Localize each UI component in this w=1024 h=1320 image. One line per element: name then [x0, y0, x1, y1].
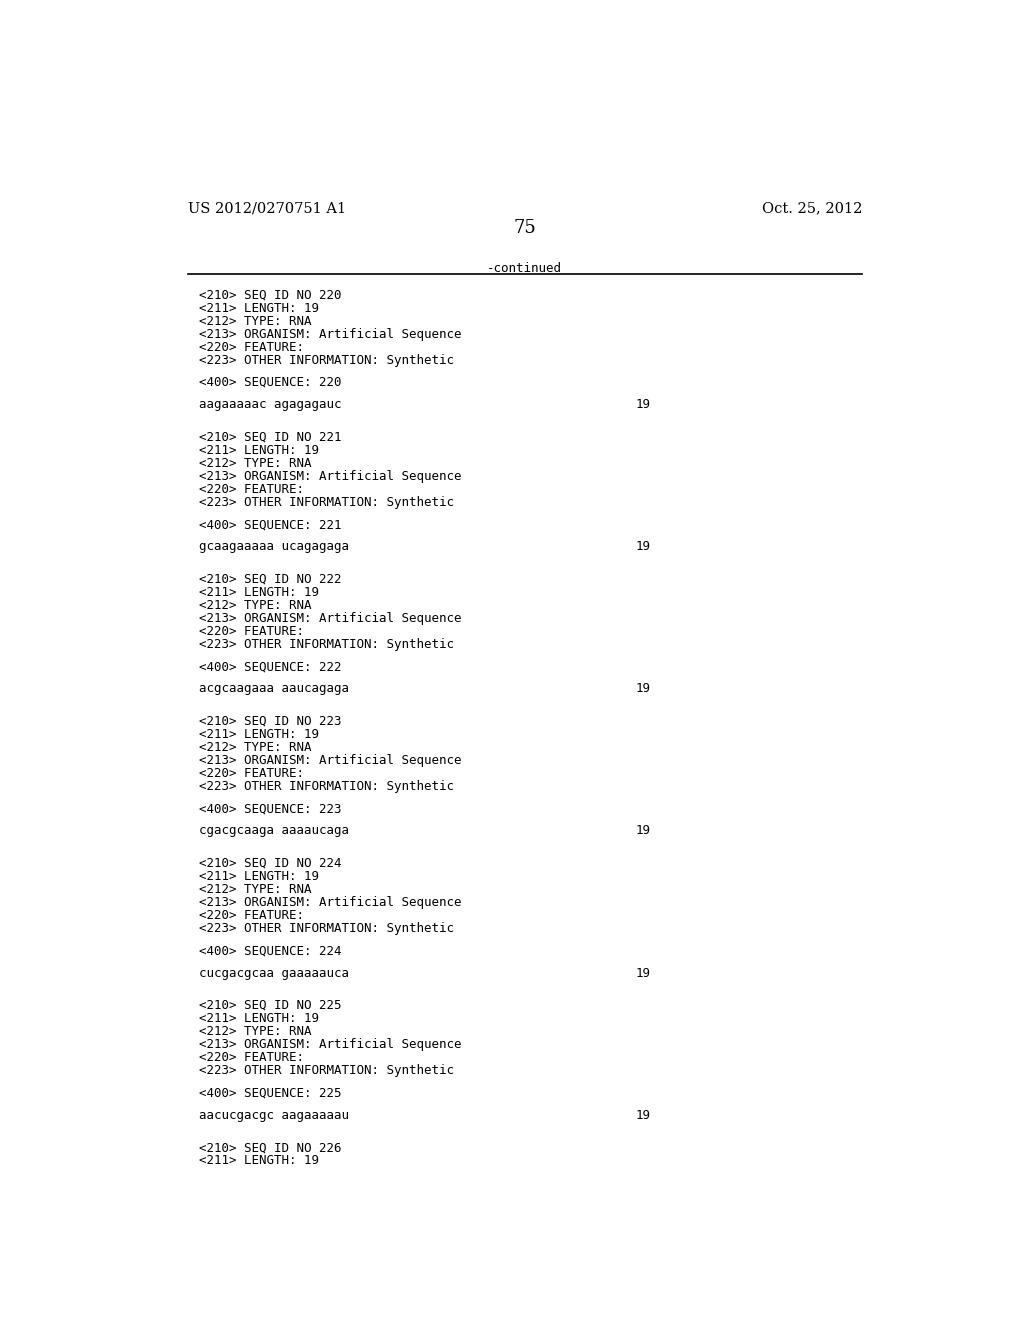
Text: aacucgacgc aagaaaaau: aacucgacgc aagaaaaau — [200, 1109, 349, 1122]
Text: <223> OTHER INFORMATION: Synthetic: <223> OTHER INFORMATION: Synthetic — [200, 354, 455, 367]
Text: aagaaaaac agagagauc: aagaaaaac agagagauc — [200, 399, 342, 412]
Text: -continued: -continued — [487, 263, 562, 275]
Text: <220> FEATURE:: <220> FEATURE: — [200, 483, 304, 496]
Text: 19: 19 — [636, 682, 651, 696]
Text: <212> TYPE: RNA: <212> TYPE: RNA — [200, 883, 312, 896]
Text: <213> ORGANISM: Artificial Sequence: <213> ORGANISM: Artificial Sequence — [200, 896, 462, 909]
Text: <210> SEQ ID NO 224: <210> SEQ ID NO 224 — [200, 857, 342, 870]
Text: 19: 19 — [636, 1109, 651, 1122]
Text: <400> SEQUENCE: 223: <400> SEQUENCE: 223 — [200, 803, 342, 816]
Text: <213> ORGANISM: Artificial Sequence: <213> ORGANISM: Artificial Sequence — [200, 754, 462, 767]
Text: <212> TYPE: RNA: <212> TYPE: RNA — [200, 599, 312, 611]
Text: <220> FEATURE:: <220> FEATURE: — [200, 341, 304, 354]
Text: <213> ORGANISM: Artificial Sequence: <213> ORGANISM: Artificial Sequence — [200, 470, 462, 483]
Text: 75: 75 — [513, 219, 537, 238]
Text: <210> SEQ ID NO 226: <210> SEQ ID NO 226 — [200, 1140, 342, 1154]
Text: Oct. 25, 2012: Oct. 25, 2012 — [762, 201, 862, 215]
Text: <212> TYPE: RNA: <212> TYPE: RNA — [200, 314, 312, 327]
Text: <212> TYPE: RNA: <212> TYPE: RNA — [200, 741, 312, 754]
Text: <220> FEATURE:: <220> FEATURE: — [200, 624, 304, 638]
Text: 19: 19 — [636, 399, 651, 412]
Text: <210> SEQ ID NO 220: <210> SEQ ID NO 220 — [200, 289, 342, 301]
Text: <400> SEQUENCE: 224: <400> SEQUENCE: 224 — [200, 944, 342, 957]
Text: US 2012/0270751 A1: US 2012/0270751 A1 — [187, 201, 346, 215]
Text: <210> SEQ ID NO 223: <210> SEQ ID NO 223 — [200, 714, 342, 727]
Text: <400> SEQUENCE: 225: <400> SEQUENCE: 225 — [200, 1086, 342, 1100]
Text: <223> OTHER INFORMATION: Synthetic: <223> OTHER INFORMATION: Synthetic — [200, 1064, 455, 1077]
Text: acgcaagaaa aaucagaga: acgcaagaaa aaucagaga — [200, 682, 349, 696]
Text: <213> ORGANISM: Artificial Sequence: <213> ORGANISM: Artificial Sequence — [200, 1038, 462, 1051]
Text: <210> SEQ ID NO 221: <210> SEQ ID NO 221 — [200, 430, 342, 444]
Text: <212> TYPE: RNA: <212> TYPE: RNA — [200, 457, 312, 470]
Text: 19: 19 — [636, 825, 651, 837]
Text: cgacgcaaga aaaaucaga: cgacgcaaga aaaaucaga — [200, 825, 349, 837]
Text: <211> LENGTH: 19: <211> LENGTH: 19 — [200, 444, 319, 457]
Text: <211> LENGTH: 19: <211> LENGTH: 19 — [200, 1154, 319, 1167]
Text: <211> LENGTH: 19: <211> LENGTH: 19 — [200, 586, 319, 599]
Text: 19: 19 — [636, 540, 651, 553]
Text: <212> TYPE: RNA: <212> TYPE: RNA — [200, 1026, 312, 1038]
Text: <210> SEQ ID NO 222: <210> SEQ ID NO 222 — [200, 573, 342, 586]
Text: <213> ORGANISM: Artificial Sequence: <213> ORGANISM: Artificial Sequence — [200, 327, 462, 341]
Text: <223> OTHER INFORMATION: Synthetic: <223> OTHER INFORMATION: Synthetic — [200, 923, 455, 935]
Text: <400> SEQUENCE: 220: <400> SEQUENCE: 220 — [200, 376, 342, 389]
Text: <220> FEATURE:: <220> FEATURE: — [200, 909, 304, 923]
Text: <220> FEATURE:: <220> FEATURE: — [200, 767, 304, 780]
Text: <211> LENGTH: 19: <211> LENGTH: 19 — [200, 870, 319, 883]
Text: <211> LENGTH: 19: <211> LENGTH: 19 — [200, 727, 319, 741]
Text: <210> SEQ ID NO 225: <210> SEQ ID NO 225 — [200, 999, 342, 1012]
Text: <213> ORGANISM: Artificial Sequence: <213> ORGANISM: Artificial Sequence — [200, 612, 462, 624]
Text: <400> SEQUENCE: 222: <400> SEQUENCE: 222 — [200, 660, 342, 673]
Text: cucgacgcaa gaaaaauca: cucgacgcaa gaaaaauca — [200, 966, 349, 979]
Text: gcaagaaaaa ucagagaga: gcaagaaaaa ucagagaga — [200, 540, 349, 553]
Text: 19: 19 — [636, 966, 651, 979]
Text: <223> OTHER INFORMATION: Synthetic: <223> OTHER INFORMATION: Synthetic — [200, 638, 455, 651]
Text: <223> OTHER INFORMATION: Synthetic: <223> OTHER INFORMATION: Synthetic — [200, 780, 455, 793]
Text: <220> FEATURE:: <220> FEATURE: — [200, 1051, 304, 1064]
Text: <223> OTHER INFORMATION: Synthetic: <223> OTHER INFORMATION: Synthetic — [200, 496, 455, 510]
Text: <400> SEQUENCE: 221: <400> SEQUENCE: 221 — [200, 519, 342, 531]
Text: <211> LENGTH: 19: <211> LENGTH: 19 — [200, 1012, 319, 1026]
Text: <211> LENGTH: 19: <211> LENGTH: 19 — [200, 301, 319, 314]
